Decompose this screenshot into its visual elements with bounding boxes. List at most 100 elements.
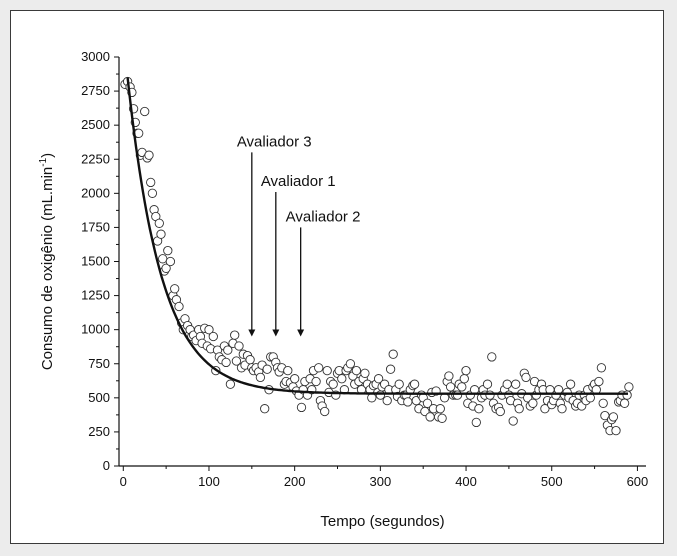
data-point [540,404,550,414]
data-point [557,404,567,414]
data-point [521,372,531,383]
y-axis-title-superscript: -1 [38,157,49,166]
data-point [444,371,454,381]
data-point [283,365,293,376]
data-point [231,356,242,366]
data-point [487,352,497,362]
y-tick-label: 2250 [81,151,110,166]
data-point [351,365,362,376]
data-point [385,364,396,374]
data-point [403,397,413,407]
annotation-label: Avaliador 2 [286,208,361,225]
data-point [367,393,377,403]
data-point [262,364,272,374]
data-point [422,398,433,408]
y-tick-label: 1250 [81,288,110,303]
data-point [174,301,184,312]
data-point [223,345,233,355]
y-tick-label: 2500 [81,117,110,132]
y-tick-label: 1000 [81,322,110,337]
data-point [598,398,608,408]
data-point [245,355,255,365]
data-point [170,284,180,294]
data-point [445,382,456,392]
data-point [314,363,324,373]
data-point [290,374,300,384]
data-point [388,349,398,359]
x-tick-label: 400 [455,474,477,489]
data-point [495,406,505,417]
y-tick-label: 750 [88,356,110,371]
x-axis-title: Tempo (segundos) [320,513,444,530]
y-axis-title-close: ) [39,153,56,158]
data-point [161,263,171,273]
data-point [382,395,392,406]
data-point [296,402,307,413]
y-axis-title-main: Consumo de oxigênio (mL.min [39,167,56,370]
data-point [461,365,471,376]
data-point [345,359,356,369]
data-point [158,254,168,264]
x-tick-label: 100 [198,474,220,489]
data-point [594,376,604,387]
data-point [234,341,244,351]
data-point [471,417,481,428]
annotation-arrowhead [272,329,280,337]
annotation-label: Avaliador 1 [261,173,336,190]
data-point [140,106,150,117]
data-point [611,425,621,436]
data-point [144,150,154,160]
data-point [373,374,384,384]
x-tick-label: 600 [627,474,649,489]
data-point [459,374,469,384]
data-point [474,404,484,414]
data-point [328,379,338,389]
data-point [435,404,445,414]
data-point [221,357,231,368]
data-point [230,330,240,340]
x-tick-label: 500 [541,474,563,489]
y-tick-label: 500 [88,390,110,405]
data-point [360,368,370,378]
data-point [147,188,158,198]
data-point [204,325,214,335]
annotation-label: Avaliador 3 [237,133,312,150]
data-point [163,245,173,256]
data-point [255,372,266,383]
data-point [482,379,493,389]
data-point [508,416,518,426]
data-point [409,379,420,389]
y-tick-label: 3000 [81,49,110,64]
annotation-arrowhead [248,329,256,337]
data-points [120,76,634,436]
data-point [608,412,619,422]
data-point [457,382,467,392]
data-point [311,376,321,387]
data-point [452,390,463,400]
data-point [485,390,495,400]
data-point [425,412,435,422]
data-point [394,379,404,389]
data-point [619,398,630,408]
y-tick-label: 2000 [81,185,110,200]
data-point [208,331,218,342]
data-point [337,374,347,384]
data-point [156,229,166,239]
data-point [596,363,607,373]
data-point [514,404,524,414]
y-axis-title: Consumo de oxigênio (mL.min-1) [38,153,56,370]
data-point [622,390,632,400]
data-point [320,406,330,417]
y-tick-label: 1500 [81,254,110,269]
y-tick-label: 250 [88,424,110,439]
data-point [624,382,634,392]
data-point [528,398,538,408]
data-point [154,218,164,228]
data-point [260,404,270,414]
data-point [502,379,512,389]
y-tick-label: 1750 [81,219,110,234]
data-point [322,365,332,376]
x-tick-label: 200 [284,474,306,489]
data-point [565,379,576,389]
